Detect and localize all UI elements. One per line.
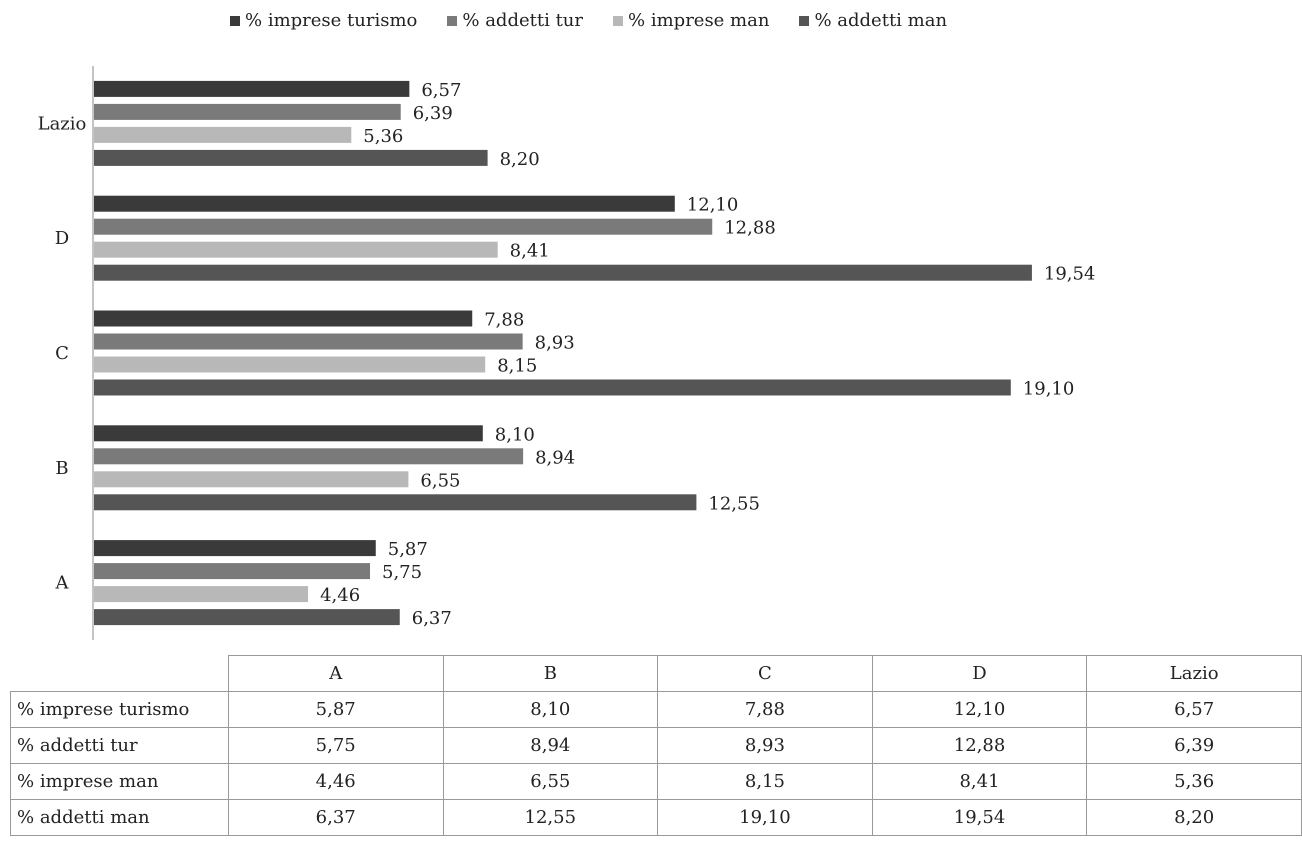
category-label: Lazio bbox=[38, 113, 87, 134]
category-label: D bbox=[55, 228, 69, 249]
data-label: 7,88 bbox=[484, 310, 524, 331]
legend-label-imprese-turismo: % imprese turismo bbox=[245, 10, 418, 31]
bar bbox=[94, 471, 409, 488]
legend-item-imprese-turismo: % imprese turismo bbox=[230, 10, 417, 31]
legend-item-imprese-man: % imprese man bbox=[613, 10, 769, 31]
legend-swatch-addetti-man bbox=[799, 15, 810, 26]
data-label: 8,93 bbox=[535, 333, 575, 354]
bar-chart: A 5,875,75 4,46 6,37 B 8,108,94 6,55 12,55 C 7,88… bbox=[38, 66, 1096, 640]
data-label: 6,55 bbox=[420, 470, 460, 491]
table-header-row: A B C D Lazio bbox=[10, 655, 1302, 692]
data-label: 8,94 bbox=[535, 447, 575, 468]
table-cell: 6,39 bbox=[1086, 727, 1302, 764]
data-label: 6,37 bbox=[412, 608, 452, 629]
table-cell: 8,10 bbox=[442, 691, 659, 728]
data-label: 8,41 bbox=[510, 241, 550, 262]
bar bbox=[94, 425, 483, 442]
category-label: A bbox=[55, 573, 70, 594]
table-cell: 8,20 bbox=[1086, 799, 1302, 836]
bar bbox=[94, 103, 401, 120]
data-label: 4,46 bbox=[320, 585, 360, 606]
category-label: C bbox=[55, 343, 69, 364]
table-column-header: Lazio bbox=[1086, 655, 1302, 692]
table-cell: 5,75 bbox=[227, 727, 444, 764]
table-cell: 5,87 bbox=[227, 691, 444, 728]
table-row-label: % addetti man bbox=[10, 799, 229, 836]
data-label: 19,54 bbox=[1044, 264, 1096, 285]
data-label: 5,36 bbox=[363, 126, 403, 147]
bar bbox=[94, 333, 523, 350]
table-cell: 8,94 bbox=[442, 727, 659, 764]
chart-area: % imprese turismo % addetti tur % impres… bbox=[38, 10, 1096, 640]
bar bbox=[94, 356, 486, 373]
bar bbox=[94, 310, 473, 327]
bar bbox=[94, 586, 309, 603]
table-cell: 12,10 bbox=[871, 691, 1088, 728]
table-cell: 19,54 bbox=[871, 799, 1088, 836]
bar bbox=[94, 540, 376, 557]
table-cell: 7,88 bbox=[657, 691, 873, 728]
legend-label-imprese-man: % imprese man bbox=[628, 10, 770, 31]
data-label: 8,10 bbox=[495, 424, 535, 445]
bar bbox=[94, 218, 713, 235]
table-column-header: D bbox=[871, 655, 1088, 692]
bar bbox=[94, 80, 410, 97]
bar bbox=[94, 448, 524, 465]
table-cell: 5,36 bbox=[1086, 763, 1302, 800]
data-label: 8,15 bbox=[497, 356, 537, 377]
table-row-label: % imprese turismo bbox=[10, 691, 229, 728]
bar bbox=[94, 126, 352, 143]
data-label: 12,88 bbox=[724, 218, 776, 239]
data-label: 12,55 bbox=[708, 493, 760, 514]
bar bbox=[94, 609, 400, 626]
data-label: 5,75 bbox=[382, 562, 422, 583]
bar bbox=[94, 563, 370, 580]
table-cell: 19,10 bbox=[657, 799, 873, 836]
legend-label-addetti-man: % addetti man bbox=[814, 10, 948, 31]
table-column-header: B bbox=[442, 655, 659, 692]
legend-swatch-addetti-tur bbox=[447, 15, 458, 26]
table-corner-cell bbox=[10, 655, 229, 692]
data-label: 5,87 bbox=[388, 539, 428, 560]
legend-swatch-imprese-turismo bbox=[230, 15, 240, 26]
data-label: 6,57 bbox=[421, 80, 461, 101]
table-cell: 6,57 bbox=[1086, 691, 1302, 728]
table-cell: 12,55 bbox=[442, 799, 659, 836]
table-column-header: A bbox=[227, 655, 444, 692]
table-row-label: % addetti tur bbox=[10, 727, 229, 764]
legend-label-addetti-tur: % addetti tur bbox=[462, 10, 584, 31]
table-row: % imprese turismo 5,87 8,10 7,88 12,10 6… bbox=[10, 691, 1302, 728]
legend-swatch-imprese-man bbox=[613, 15, 624, 26]
table-row: % addetti man 6,37 12,55 19,10 19,54 8,2… bbox=[10, 799, 1302, 836]
legend-item-addetti-man: % addetti man bbox=[799, 10, 947, 31]
bar bbox=[94, 379, 1011, 396]
table-row: % addetti tur 5,75 8,94 8,93 12,88 6,39 bbox=[10, 727, 1302, 764]
table-cell: 8,41 bbox=[871, 763, 1088, 800]
legend-item-addetti-tur: % addetti tur bbox=[447, 10, 583, 31]
bar bbox=[94, 264, 1032, 281]
data-label: 8,20 bbox=[500, 149, 540, 170]
table-cell: 4,46 bbox=[227, 763, 444, 800]
bar bbox=[94, 494, 697, 511]
table-cell: 8,93 bbox=[657, 727, 873, 764]
table-row-label: % imprese man bbox=[10, 763, 229, 800]
table-column-header: C bbox=[657, 655, 873, 692]
table-cell: 8,15 bbox=[657, 763, 873, 800]
table-row: % imprese man 4,46 6,55 8,15 8,41 5,36 bbox=[10, 763, 1302, 800]
bar bbox=[94, 149, 488, 166]
data-table: A B C D Lazio % imprese turismo 5,87 8,1… bbox=[10, 655, 1302, 836]
data-label: 19,10 bbox=[1023, 379, 1075, 400]
bar bbox=[94, 195, 675, 212]
table-cell: 6,37 bbox=[227, 799, 444, 836]
table-cell: 6,55 bbox=[442, 763, 659, 800]
bar bbox=[94, 241, 498, 258]
data-label: 12,10 bbox=[687, 195, 739, 216]
data-label: 6,39 bbox=[413, 103, 453, 124]
category-label: B bbox=[55, 458, 68, 479]
chart-legend: % imprese turismo % addetti tur % impres… bbox=[230, 10, 947, 31]
table-cell: 12,88 bbox=[871, 727, 1088, 764]
